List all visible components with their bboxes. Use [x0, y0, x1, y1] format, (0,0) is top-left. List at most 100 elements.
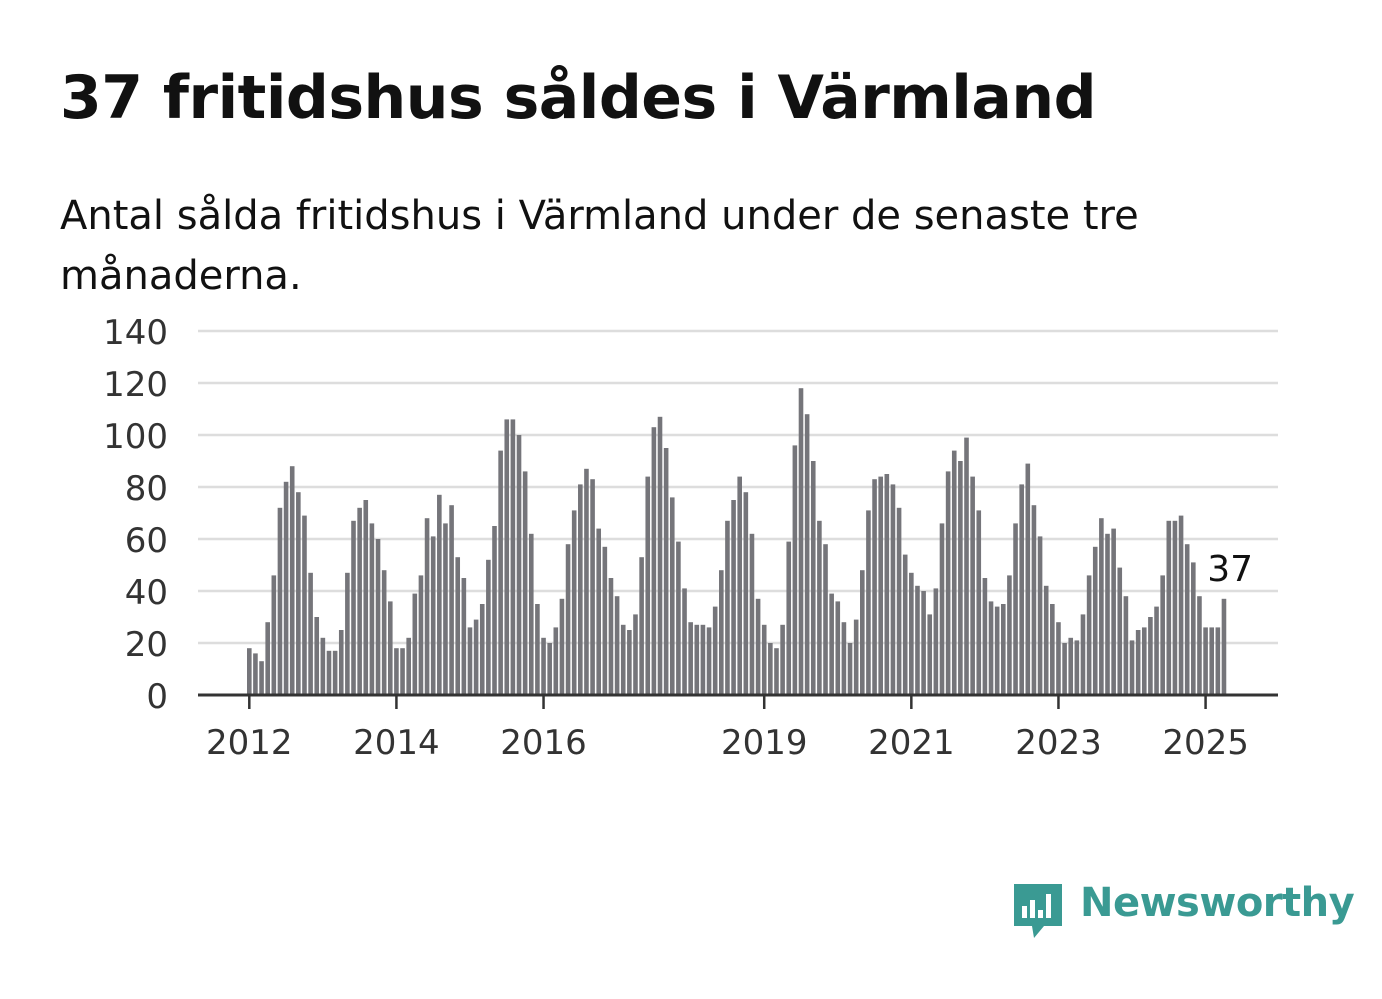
- bar: [516, 435, 522, 695]
- bar: [792, 445, 798, 695]
- bar: [302, 515, 307, 695]
- bar: [1184, 544, 1190, 695]
- bar: [253, 653, 258, 695]
- bar: [1105, 533, 1110, 695]
- bar: [265, 622, 270, 695]
- bar: [332, 650, 338, 695]
- bar: [1056, 622, 1061, 695]
- bar: [688, 622, 693, 695]
- bar: [1025, 463, 1031, 695]
- bar: [277, 507, 283, 695]
- bar: [473, 619, 479, 695]
- bar: [945, 471, 951, 695]
- bar: [1166, 520, 1172, 695]
- bar: [1191, 562, 1196, 695]
- bar: [351, 520, 356, 695]
- bar: [823, 544, 828, 695]
- bar: [1000, 604, 1006, 695]
- bar: [387, 601, 393, 695]
- bar: [761, 624, 767, 695]
- bar: [669, 497, 675, 695]
- y-tick-label: 20: [125, 625, 168, 665]
- bar: [921, 591, 926, 695]
- bar: [247, 648, 252, 695]
- bar: [565, 544, 571, 695]
- bar: [1099, 518, 1104, 695]
- bar: [853, 619, 859, 695]
- bar: [1221, 598, 1227, 695]
- bar: [571, 510, 577, 695]
- bar: [381, 570, 387, 695]
- bar: [719, 570, 724, 695]
- bar: [970, 476, 975, 695]
- bar: [1197, 596, 1202, 695]
- y-tick-label: 40: [125, 573, 168, 613]
- bar: [731, 500, 736, 695]
- bar: [933, 588, 939, 695]
- bar: [1019, 484, 1024, 695]
- bar: [620, 624, 626, 695]
- bar: [884, 474, 890, 695]
- bar: [657, 416, 663, 695]
- x-tick-label: 2023: [1015, 723, 1102, 763]
- bar: [639, 557, 644, 695]
- bar: [700, 624, 706, 695]
- bar: [749, 533, 755, 695]
- bar: [829, 593, 834, 695]
- bar: [522, 471, 528, 695]
- y-tick-label: 60: [125, 521, 168, 561]
- bar: [725, 520, 730, 695]
- bar: [412, 593, 418, 695]
- bar: [1129, 640, 1135, 695]
- bar: [559, 598, 565, 695]
- bar: [1117, 567, 1123, 695]
- bar: [369, 523, 375, 695]
- bar: [528, 533, 534, 695]
- bar: [951, 450, 957, 695]
- bar: [1160, 575, 1165, 695]
- bar: [982, 578, 988, 695]
- bar: [320, 637, 326, 695]
- bar: [1092, 546, 1098, 695]
- bar: [424, 518, 430, 695]
- bar: [449, 505, 454, 695]
- bar: [964, 437, 969, 695]
- bar: [1074, 640, 1080, 695]
- bar: [1141, 627, 1147, 695]
- x-tick-label: 2016: [500, 723, 587, 763]
- bar: [406, 637, 411, 695]
- bar: [682, 588, 687, 695]
- x-tick-label: 2012: [206, 723, 293, 763]
- bar: [1013, 523, 1018, 695]
- bar: [915, 585, 920, 695]
- bar: [627, 630, 632, 695]
- bar: [1154, 606, 1159, 695]
- bar: [706, 627, 712, 695]
- bar: [259, 661, 264, 695]
- bar: [841, 622, 847, 695]
- bar: [553, 627, 559, 695]
- bar: [768, 643, 773, 695]
- bar: [1148, 617, 1153, 695]
- bar: [676, 541, 681, 695]
- bar: [455, 557, 461, 695]
- bar: [430, 536, 436, 695]
- bar: [804, 414, 810, 695]
- bar: [737, 476, 742, 695]
- bar: [498, 450, 503, 695]
- bar: [847, 643, 853, 695]
- bar: [786, 541, 792, 695]
- bar: [614, 596, 620, 695]
- y-tick-label: 0: [146, 677, 168, 717]
- bar: [817, 520, 822, 695]
- x-tick-label: 2019: [721, 723, 808, 763]
- x-tick-label: 2021: [868, 723, 955, 763]
- bar: [1037, 536, 1043, 695]
- bar: [547, 643, 552, 695]
- bar: [308, 572, 313, 695]
- bar: [345, 572, 350, 695]
- bar: [535, 604, 540, 695]
- bar: [645, 476, 651, 695]
- bar: [988, 601, 994, 695]
- bar: [314, 617, 320, 695]
